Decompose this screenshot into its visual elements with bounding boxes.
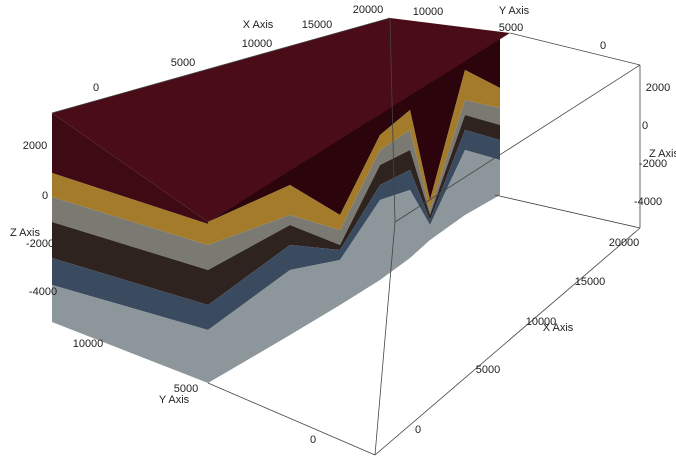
tick-label: -2000 <box>639 158 667 170</box>
render-view: X Axis 0 5000 10000 15000 20000 Y Axis 1… <box>0 0 676 457</box>
tick-label: -4000 <box>29 286 57 298</box>
box-edge <box>495 195 640 228</box>
box-edge <box>375 228 640 455</box>
tick-label: 0 <box>642 120 648 132</box>
tick-label: 0 <box>93 82 99 94</box>
tick-label: 20000 <box>609 237 640 249</box>
axis-title: X Axis <box>243 19 274 31</box>
tick-label: 0 <box>600 40 606 52</box>
box-edge <box>510 33 640 65</box>
tick-label: 2000 <box>23 140 47 152</box>
tick-label: 15000 <box>302 19 333 31</box>
geology-model <box>52 18 510 383</box>
tick-label: 10000 <box>526 316 557 328</box>
axis-title: Y Axis <box>499 5 530 17</box>
tick-label: -4000 <box>634 196 662 208</box>
tick-label: 0 <box>310 434 316 446</box>
tick-label: 2000 <box>646 82 670 94</box>
tick-label: 5000 <box>476 364 500 376</box>
tick-label: 5000 <box>174 383 198 395</box>
tick-label: 10000 <box>242 38 273 50</box>
tick-label: -2000 <box>26 238 54 250</box>
tick-label: 5000 <box>171 57 195 69</box>
tick-label: 10000 <box>73 338 104 350</box>
axis-title: Y Axis <box>159 394 190 406</box>
tick-label: 0 <box>415 424 421 436</box>
tick-label: 0 <box>42 190 48 202</box>
box-edge <box>208 383 375 455</box>
tick-label: 15000 <box>575 276 606 288</box>
tick-label: 20000 <box>353 4 384 16</box>
tick-label: 5000 <box>499 22 523 34</box>
tick-label: 10000 <box>413 6 444 18</box>
